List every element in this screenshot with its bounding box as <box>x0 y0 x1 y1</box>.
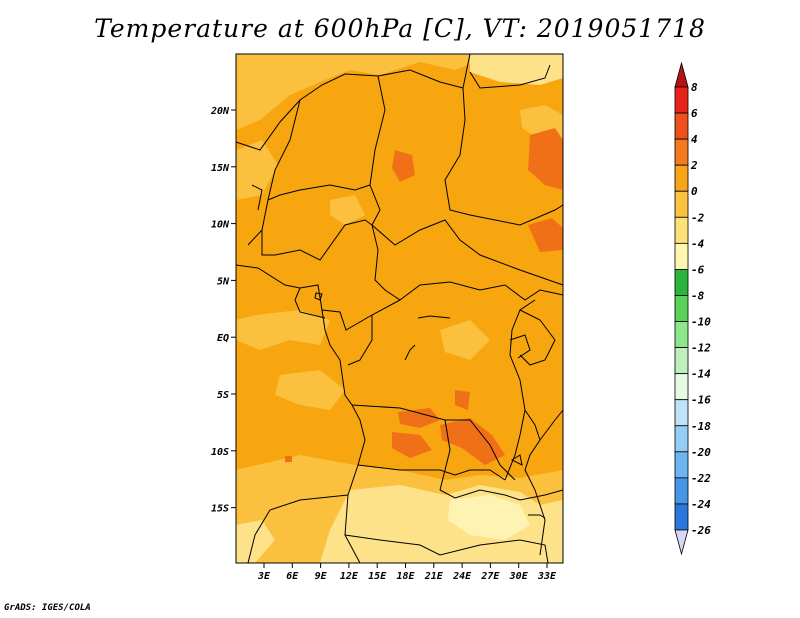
colorbar-label: 4 <box>691 133 698 146</box>
colorbar-label: -6 <box>691 263 705 276</box>
colorbar-segment <box>674 477 689 505</box>
grads-credit: GrADS: IGES/COLA <box>4 603 91 613</box>
lon-label: 3E <box>257 571 271 582</box>
lat-label: 10N <box>211 220 230 231</box>
lon-label: 30E <box>509 571 529 582</box>
lon-label: 6E <box>286 571 299 582</box>
lat-label: 20N <box>210 106 230 117</box>
colorbar-segment <box>674 295 689 322</box>
lat-label: EQ <box>217 333 229 344</box>
lon-label: 27E <box>480 571 500 582</box>
colorbar-label: -8 <box>691 289 705 302</box>
colorbar-segment <box>674 503 689 531</box>
lon-label: 33E <box>537 571 557 582</box>
lat-label: 10S <box>211 447 229 458</box>
lon-label: 12E <box>340 571 359 582</box>
colorbar-segment <box>674 242 689 270</box>
colorbar-segment <box>674 138 689 166</box>
lon-label: 18E <box>396 571 415 582</box>
colorbar-label: -26 <box>691 524 711 537</box>
lat-label: 15S <box>211 504 229 515</box>
colorbar: 8 6 4 2 0 -2 -4 -6 -8 -10 -12 -14 -16 -18 -20 -22 -24 -26 <box>674 61 711 556</box>
colorbar-label: -10 <box>691 316 711 329</box>
colorbar-segment <box>674 190 689 218</box>
colorbar-segment <box>674 216 689 244</box>
colorbar-label: -2 <box>691 211 705 224</box>
colorbar-segment <box>674 164 689 192</box>
colorbar-label: 6 <box>691 107 698 120</box>
colorbar-segment <box>674 347 689 375</box>
temperature-field <box>236 54 563 563</box>
colorbar-segment <box>674 321 689 348</box>
colorbar-label: 2 <box>690 159 698 172</box>
country-borders <box>235 53 564 564</box>
colorbar-label: -14 <box>691 368 711 381</box>
colorbar-label: -16 <box>691 394 711 407</box>
lat-label: 15N <box>211 163 230 174</box>
colorbar-segment <box>674 451 689 479</box>
colorbar-segment <box>674 86 689 114</box>
colorbar-segment <box>674 269 689 296</box>
map-frame <box>235 53 564 564</box>
colorbar-label: -12 <box>691 342 711 355</box>
lon-label: 21E <box>424 571 444 582</box>
colorbar-segment <box>674 112 689 140</box>
colorbar-label: -24 <box>691 498 711 511</box>
lon-label: 24E <box>452 571 472 582</box>
lat-label: 5S <box>217 390 229 401</box>
lon-label: 15E <box>368 571 387 582</box>
longitude-axis: 3E 6E 9E 12E 15E 18E 21E 24E 27E 30E 33E <box>257 563 557 582</box>
colorbar-segment <box>674 425 689 453</box>
colorbar-label: -20 <box>691 446 711 459</box>
colorbar-top-arrow <box>674 61 689 88</box>
colorbar-label: 0 <box>691 185 698 198</box>
colorbar-label: -18 <box>691 420 711 433</box>
colorbar-segment <box>674 399 689 427</box>
latitude-axis: 20N 15N 10N 5N EQ 5S 10S 15S <box>210 106 236 515</box>
map-title: Temperature at 600hPa [C], VT: 201905171… <box>94 14 706 43</box>
colorbar-bottom-arrow <box>674 529 689 556</box>
colorbar-label: -22 <box>691 472 711 485</box>
lat-label: 5N <box>217 276 230 287</box>
colorbar-segment <box>674 373 689 401</box>
lon-label: 9E <box>315 571 328 582</box>
colorbar-label: -4 <box>691 237 705 250</box>
colorbar-label: 8 <box>691 81 698 94</box>
